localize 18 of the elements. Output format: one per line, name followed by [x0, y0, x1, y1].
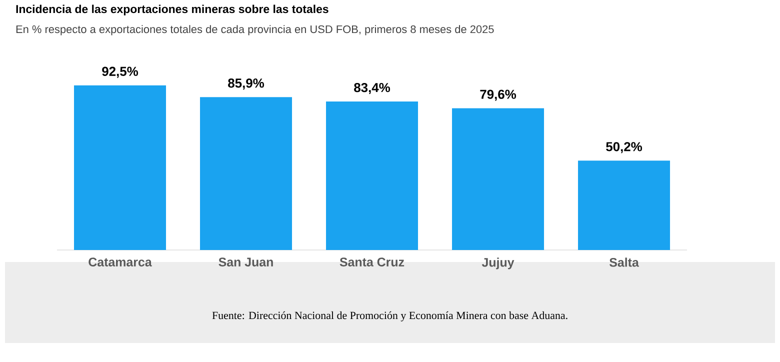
bar — [74, 85, 166, 250]
bar — [452, 108, 544, 250]
data-label: 83,4% — [354, 82, 390, 94]
source-note: Fuente: Dirección Nacional de Promoción y Economía Minera con base Aduana. — [212, 311, 568, 322]
bar — [200, 97, 292, 250]
x-tick-label: Salta — [609, 258, 639, 267]
x-tick-label: Santa Cruz — [340, 258, 404, 266]
data-label: 85,9% — [228, 78, 264, 90]
chart-title: Incidencia de las exportaciones mineras sobre las totales — [16, 4, 328, 16]
data-label: 92,5% — [102, 66, 138, 78]
data-label: 79,6% — [480, 90, 516, 101]
chart-subtitle: En % respecto a exportaciones totales de cada provincia en USD FOB, primeros 8 meses de 2025 — [16, 25, 494, 36]
data-label: 50,2% — [606, 142, 642, 154]
bar — [578, 160, 670, 250]
bar — [326, 102, 418, 250]
x-tick-label: Jujuy — [482, 258, 514, 270]
x-tick-label: San Juan — [218, 258, 273, 266]
x-tick-label: Catamarca — [88, 258, 152, 266]
